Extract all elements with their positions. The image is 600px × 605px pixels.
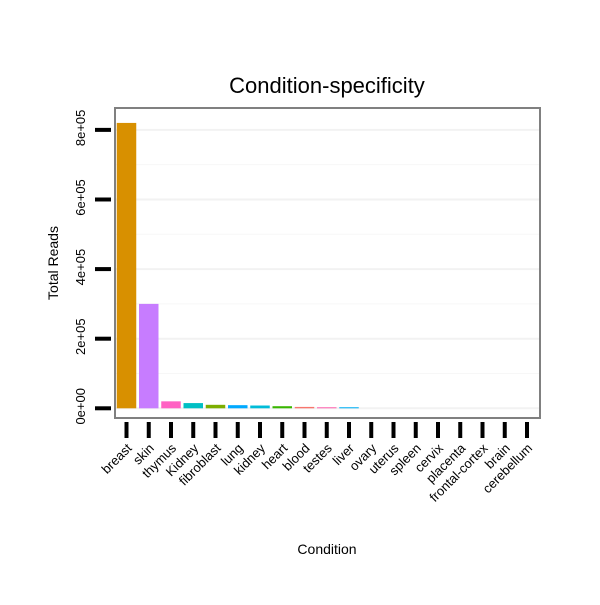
bars xyxy=(116,122,359,409)
y-tick-label: 4e+05 xyxy=(73,249,88,286)
y-axis-title: Total Reads xyxy=(45,226,61,300)
chart-title: Condition-specificity xyxy=(229,73,425,98)
bar-testes xyxy=(317,407,337,409)
bar-fibroblast xyxy=(205,404,226,409)
bar-skin xyxy=(139,303,159,409)
bar-blood xyxy=(294,406,315,409)
y-tick-label: 0e+00 xyxy=(73,388,88,425)
bar-breast xyxy=(116,122,137,409)
bar-lung xyxy=(228,405,248,409)
bar-thymus xyxy=(161,401,181,409)
bar-kidney xyxy=(250,405,270,409)
bar-kidney xyxy=(183,403,203,409)
y-tick-label: 8e+05 xyxy=(73,110,88,147)
y-tick-label: 2e+05 xyxy=(73,318,88,355)
y-axis-ticks: 0e+00 2e+05 4e+05 6e+05 8e+05 xyxy=(73,110,111,425)
y-tick-label: 6e+05 xyxy=(73,179,88,216)
bar-liver xyxy=(339,407,359,409)
bar-heart xyxy=(272,406,292,409)
plot-panel-border xyxy=(114,107,541,419)
x-axis-title: Condition xyxy=(297,541,356,557)
